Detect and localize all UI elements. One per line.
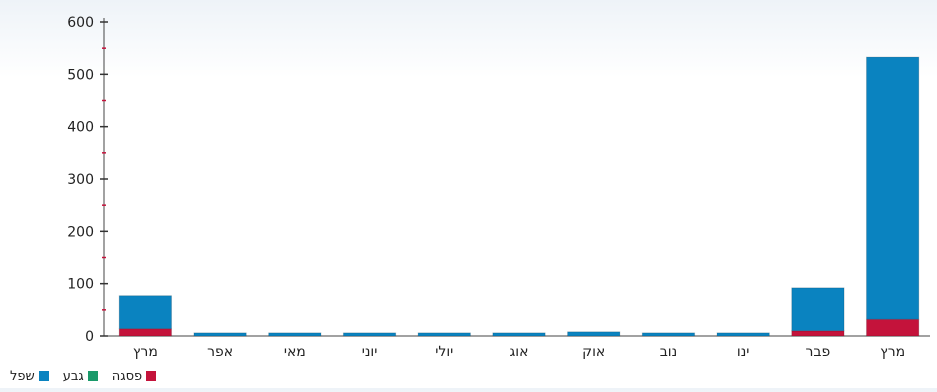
x-category-label: ינו — [737, 344, 750, 360]
x-category-label: פבר — [806, 344, 831, 360]
bar-segment-0-0 — [118, 328, 173, 337]
legend: שפל גבע פסגה — [10, 366, 157, 386]
x-category-label: מרץ — [133, 344, 158, 360]
bar-segment-0-10 — [865, 318, 920, 337]
legend-label-peak: פסגה — [111, 368, 143, 384]
bar-segment-2-8 — [716, 332, 770, 337]
bar-segment-2-4 — [417, 332, 471, 337]
x-category-label: מאי — [284, 344, 306, 360]
bar-segment-2-7 — [641, 332, 696, 337]
legend-item-peak[interactable]: פסגה — [111, 368, 157, 384]
bar-segment-2-1 — [193, 332, 247, 337]
y-tick-label: 0 — [85, 329, 94, 345]
y-tick-label: 400 — [67, 120, 94, 136]
bar-segment-0-9 — [791, 330, 845, 337]
x-category-label: אוק — [582, 344, 605, 360]
bar-segment-2-3 — [342, 332, 397, 337]
y-tick-label: 300 — [67, 172, 94, 188]
bar-segment-2-5 — [492, 332, 546, 337]
y-tick-label: 100 — [67, 277, 94, 293]
y-tick-label: 600 — [67, 15, 94, 31]
bar-segment-2-10 — [865, 56, 920, 320]
bar-segment-2-0 — [118, 295, 173, 330]
y-tick-label: 500 — [67, 67, 94, 83]
legend-swatch-low — [38, 371, 49, 381]
legend-label-mid: גבע — [62, 368, 84, 384]
x-category-label: אוג — [510, 344, 529, 360]
legend-label-low: שפל — [10, 368, 35, 384]
legend-item-mid[interactable]: גבע — [63, 369, 98, 384]
x-category-label: יוני — [362, 344, 378, 360]
bar-segment-2-6 — [567, 331, 621, 337]
x-category-label: אפר — [207, 344, 233, 360]
y-tick-label: 200 — [67, 224, 94, 240]
x-category-label: נוב — [660, 344, 678, 360]
legend-swatch-mid — [87, 371, 98, 381]
x-category-label: מרץ — [880, 344, 905, 360]
x-category-label: יולי — [435, 344, 453, 360]
legend-swatch-peak — [146, 371, 157, 381]
legend-item-low[interactable]: שפל — [10, 369, 49, 384]
bar-segment-2-2 — [268, 332, 322, 337]
bar-segment-2-9 — [791, 287, 845, 332]
